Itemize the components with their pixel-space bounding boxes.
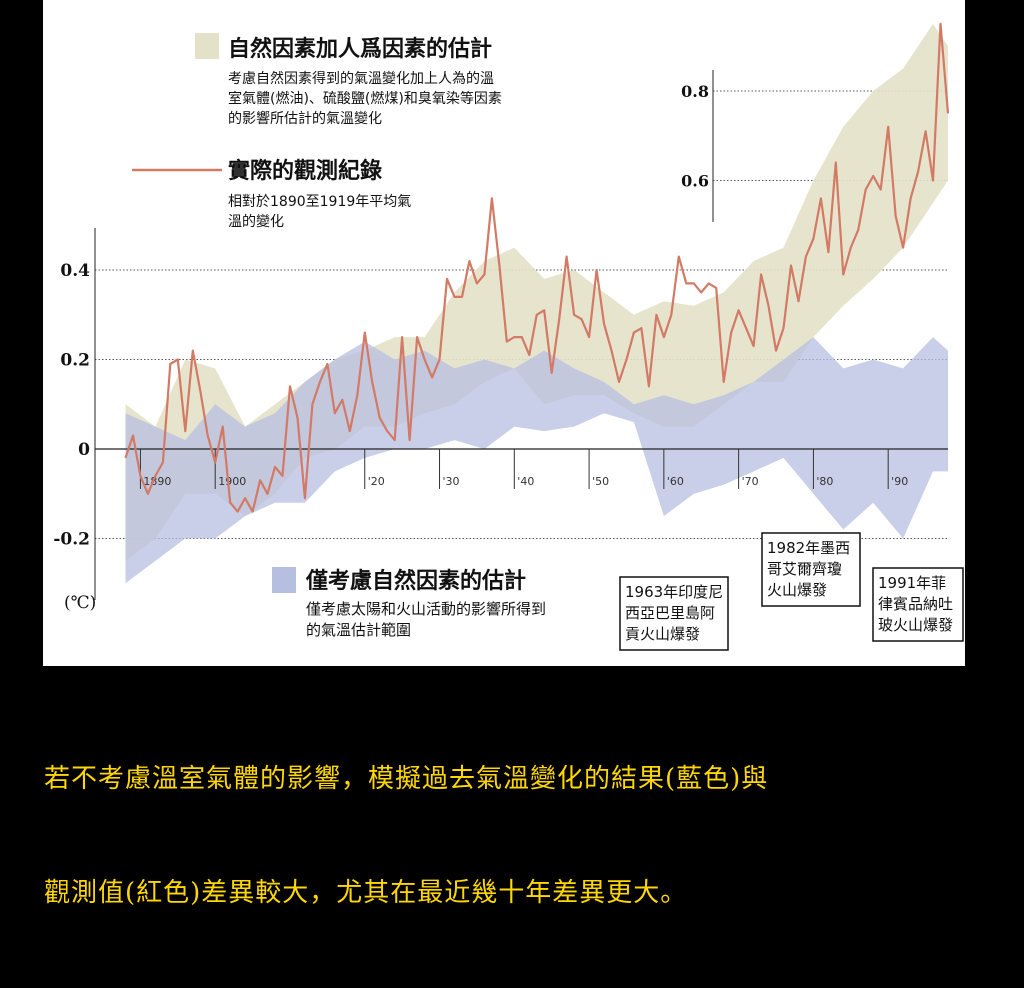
legend: 自然因素加人爲因素的估計考慮自然因素得到的氣溫變化加上人為的溫室氣體(燃油)、硫… <box>132 33 546 639</box>
observed-line-group <box>124 22 950 513</box>
observed-series-line <box>124 22 950 513</box>
natural-estimate-band <box>125 337 948 584</box>
combined-legend-swatch <box>195 33 219 59</box>
y-tick-label: 0.4 <box>60 261 90 281</box>
annotation-text: 1991年菲 <box>878 574 946 592</box>
caption-line-2: 觀測值(紅色)差異較大，尤其在最近幾十年差異更大。 <box>44 878 688 908</box>
x-tick-label: 1900 <box>218 475 246 488</box>
slide-caption: 若不考慮溫室氣體的影響，模擬過去氣溫變化的結果(藍色)與 觀測值(紅色)差異較大… <box>44 684 1004 988</box>
natural-legend-swatch <box>272 567 296 593</box>
x-tick-label: '50 <box>592 475 609 488</box>
annotation-text: 哥艾爾齊瓊 <box>767 560 842 578</box>
x-tick-label: 1890 <box>143 475 171 488</box>
x-tick-label: '30 <box>443 475 460 488</box>
x-tick-label: '40 <box>517 475 534 488</box>
x-tick-label: '60 <box>667 475 684 488</box>
axes: 0.4 0.2 0 -0.2 0.8 0.6 1890 1900 '20 '30 '40 '50 '60… <box>53 70 948 613</box>
x-tick-label: '90 <box>891 475 908 488</box>
x-tick-label: '80 <box>816 475 833 488</box>
y-tick-label: 0.2 <box>60 351 90 371</box>
annotation-text: 西亞巴里島阿 <box>625 604 715 622</box>
inset-y-tick-label: 0.6 <box>681 172 709 191</box>
observed-legend-desc: 溫的變化 <box>228 214 284 230</box>
combined-legend-desc: 室氣體(燃油)、硫酸鹽(燃煤)和臭氧染等因素 <box>228 90 502 107</box>
inset-y-tick-label: 0.8 <box>681 82 709 101</box>
unit-label: (℃) <box>64 593 96 613</box>
x-tick-label: '70 <box>742 475 759 488</box>
combined-legend-title: 自然因素加人爲因素的估計 <box>228 36 492 62</box>
estimate-bands <box>125 23 948 584</box>
x-tick-label: '20 <box>368 475 385 488</box>
annotation-text: 律賓品納吐 <box>878 595 953 613</box>
annotation-box <box>619 576 729 651</box>
annotation-box <box>872 567 964 642</box>
combined-legend-desc: 的影響所估計的氣溫變化 <box>228 110 382 127</box>
observed-legend-title: 實際的觀測紀錄 <box>228 158 382 184</box>
y-tick-label: -0.2 <box>53 530 90 550</box>
annotation-text: 1982年墨西 <box>767 539 850 557</box>
annotation-text: 1963年印度尼 <box>625 583 723 601</box>
annotation-box <box>761 532 861 607</box>
caption-line-1: 若不考慮溫室氣體的影響，模擬過去氣溫變化的結果(藍色)與 <box>44 764 769 794</box>
annotation-text: 火山爆發 <box>767 581 827 599</box>
annotation-text: 玻火山爆發 <box>878 616 953 634</box>
natural-legend-desc: 僅考慮太陽和火山活動的影響所得到 <box>306 600 546 618</box>
natural-legend-title: 僅考慮自然因素的估計 <box>305 568 526 594</box>
y-tick-label: 0 <box>78 440 90 460</box>
slide: 0.4 0.2 0 -0.2 0.8 0.6 1890 1900 '20 '30 '40 '50 '60… <box>43 0 965 908</box>
observed-legend-desc: 相對於1890至1919年平均氣 <box>228 194 411 210</box>
temperature-chart: 0.4 0.2 0 -0.2 0.8 0.6 1890 1900 '20 '30 '40 '50 '60… <box>53 22 964 651</box>
annotation-text: 貢火山爆發 <box>625 625 700 643</box>
combined-legend-desc: 考慮自然因素得到的氣溫變化加上人為的溫 <box>228 70 494 87</box>
natural-legend-desc: 的氣溫估計範圍 <box>306 621 411 639</box>
